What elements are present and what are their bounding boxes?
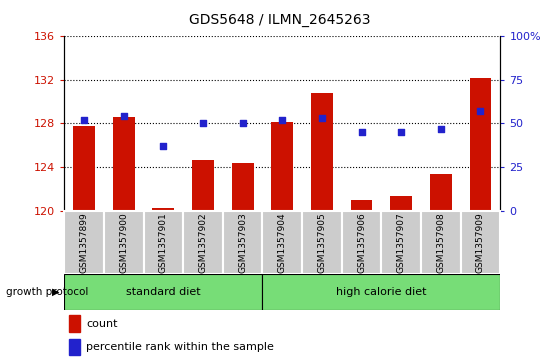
- Text: percentile rank within the sample: percentile rank within the sample: [86, 342, 274, 352]
- Bar: [104, 211, 144, 274]
- Bar: [311, 93, 333, 211]
- Bar: [223, 211, 263, 274]
- Text: growth protocol: growth protocol: [6, 287, 88, 297]
- Text: GSM1357901: GSM1357901: [159, 212, 168, 273]
- Text: standard diet: standard diet: [126, 287, 201, 297]
- Text: GSM1357905: GSM1357905: [318, 212, 326, 273]
- Text: GSM1357908: GSM1357908: [437, 212, 446, 273]
- Bar: [421, 211, 461, 274]
- Bar: [183, 211, 223, 274]
- Text: GSM1357899: GSM1357899: [79, 212, 89, 273]
- Bar: [461, 211, 500, 274]
- Bar: [73, 126, 95, 211]
- Point: [278, 117, 287, 123]
- Text: GSM1357909: GSM1357909: [476, 212, 485, 273]
- Text: ▶: ▶: [52, 287, 60, 297]
- Text: GSM1357902: GSM1357902: [198, 212, 207, 273]
- Text: count: count: [86, 319, 117, 329]
- Point: [79, 117, 88, 123]
- Bar: [192, 160, 214, 211]
- Text: GSM1357904: GSM1357904: [278, 212, 287, 273]
- Bar: [153, 208, 174, 211]
- Text: GSM1357907: GSM1357907: [397, 212, 406, 273]
- Bar: [430, 174, 452, 211]
- Bar: [64, 211, 104, 274]
- Point: [437, 126, 446, 131]
- Bar: [390, 196, 412, 211]
- Bar: [350, 200, 372, 211]
- Point: [238, 121, 247, 126]
- Point: [476, 108, 485, 114]
- Bar: [272, 122, 293, 211]
- Bar: [381, 211, 421, 274]
- Bar: [69, 315, 79, 332]
- Point: [397, 129, 406, 135]
- Bar: [64, 274, 263, 310]
- Bar: [144, 211, 183, 274]
- Point: [357, 129, 366, 135]
- Text: GSM1357903: GSM1357903: [238, 212, 247, 273]
- Bar: [69, 339, 79, 355]
- Point: [318, 115, 326, 121]
- Bar: [263, 274, 500, 310]
- Bar: [263, 211, 302, 274]
- Point: [198, 121, 207, 126]
- Bar: [342, 211, 381, 274]
- Bar: [302, 211, 342, 274]
- Text: GSM1357900: GSM1357900: [119, 212, 128, 273]
- Text: GDS5648 / ILMN_2645263: GDS5648 / ILMN_2645263: [189, 13, 370, 27]
- Text: high calorie diet: high calorie diet: [336, 287, 427, 297]
- Text: GSM1357906: GSM1357906: [357, 212, 366, 273]
- Bar: [232, 163, 254, 211]
- Bar: [113, 117, 135, 211]
- Bar: [470, 78, 491, 211]
- Point: [159, 143, 168, 149]
- Point: [119, 114, 128, 119]
